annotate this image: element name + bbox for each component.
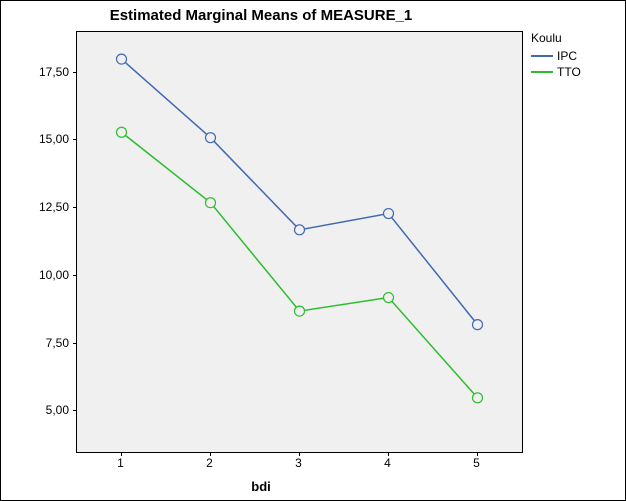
series-marker bbox=[473, 393, 483, 403]
legend-label: TTO bbox=[557, 65, 581, 79]
y-tick-mark bbox=[73, 275, 77, 276]
legend-item: TTO bbox=[531, 65, 581, 79]
y-tick-mark bbox=[73, 343, 77, 344]
y-tick-label: 17,50 bbox=[19, 65, 69, 79]
x-tick-mark bbox=[388, 452, 389, 456]
series-marker bbox=[206, 133, 216, 143]
series-marker bbox=[384, 293, 394, 303]
x-tick-mark bbox=[121, 452, 122, 456]
chart-svg bbox=[77, 32, 522, 452]
y-tick-label: 7,50 bbox=[19, 336, 69, 350]
x-axis-title: bdi bbox=[1, 479, 521, 494]
legend: Koulu IPC TTO bbox=[531, 31, 581, 81]
legend-label: IPC bbox=[557, 49, 577, 63]
series-marker bbox=[384, 209, 394, 219]
x-tick-mark bbox=[477, 452, 478, 456]
legend-item: IPC bbox=[531, 49, 581, 63]
x-tick-label: 5 bbox=[473, 456, 480, 470]
y-tick-mark bbox=[73, 139, 77, 140]
series-marker bbox=[117, 54, 127, 64]
series-line bbox=[122, 132, 478, 398]
series-marker bbox=[117, 127, 127, 137]
x-tick-label: 4 bbox=[384, 456, 391, 470]
y-tick-mark bbox=[73, 207, 77, 208]
y-tick-label: 5,00 bbox=[19, 403, 69, 417]
x-tick-mark bbox=[299, 452, 300, 456]
series-marker bbox=[473, 320, 483, 330]
x-tick-label: 3 bbox=[295, 456, 302, 470]
series-marker bbox=[295, 306, 305, 316]
y-tick-label: 15,00 bbox=[19, 132, 69, 146]
series-marker bbox=[295, 225, 305, 235]
x-tick-label: 1 bbox=[117, 456, 124, 470]
chart-container: Estimated Marginal Means of MEASURE_1 Es… bbox=[0, 0, 626, 501]
y-tick-mark bbox=[73, 72, 77, 73]
series-line bbox=[122, 59, 478, 325]
x-tick-label: 2 bbox=[206, 456, 213, 470]
y-tick-label: 12,50 bbox=[19, 200, 69, 214]
legend-swatch bbox=[531, 55, 553, 57]
x-tick-mark bbox=[210, 452, 211, 456]
legend-title: Koulu bbox=[531, 31, 581, 45]
chart-title: Estimated Marginal Means of MEASURE_1 bbox=[1, 7, 521, 24]
y-tick-mark bbox=[73, 410, 77, 411]
legend-swatch bbox=[531, 71, 553, 73]
y-tick-label: 10,00 bbox=[19, 268, 69, 282]
plot-area bbox=[76, 31, 523, 453]
series-marker bbox=[206, 198, 216, 208]
